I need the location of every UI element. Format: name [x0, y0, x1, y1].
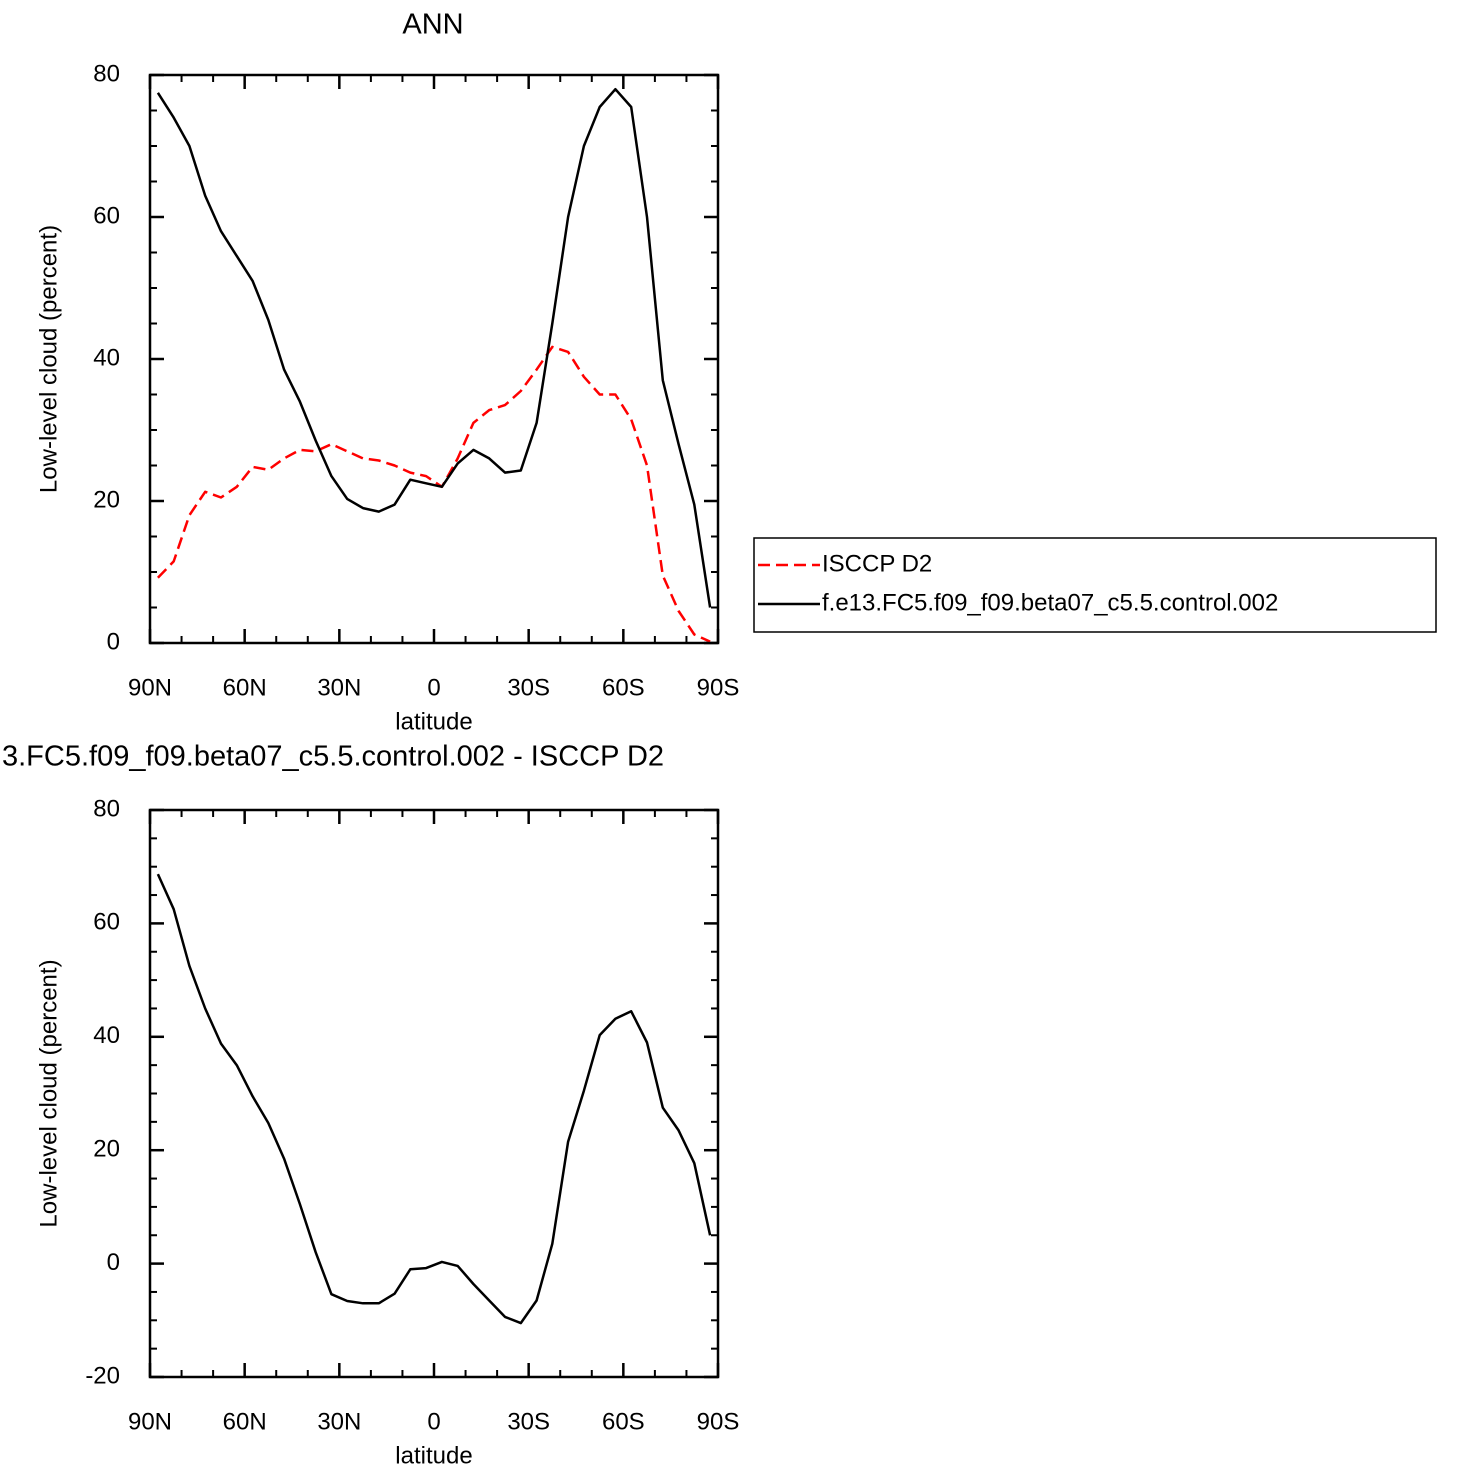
chart-title: ANN: [402, 9, 463, 41]
y-tick-label: 60: [93, 909, 120, 936]
x-tick-label: 30S: [507, 674, 550, 701]
x-tick-label: 90N: [128, 674, 172, 701]
series-line: [156, 87, 712, 608]
y-tick-label: 0: [107, 628, 120, 655]
x-axis-label: latitude: [395, 708, 472, 735]
x-tick-label: 30N: [317, 674, 361, 701]
x-tick-label: 60N: [223, 674, 267, 701]
x-tick-label: 90S: [697, 1408, 740, 1435]
series-line: [157, 345, 711, 643]
y-tick-label: 80: [93, 795, 120, 822]
y-tick-label: 60: [93, 202, 120, 229]
x-tick-label: 60S: [602, 1408, 645, 1435]
y-tick-label: 40: [93, 344, 120, 371]
x-tick-label: 0: [427, 674, 440, 701]
plot-frame: [148, 73, 720, 645]
y-axis-label: Low-level cloud (percent): [35, 225, 62, 493]
legend-label: ISCCP D2: [822, 550, 932, 577]
y-tick-label: 20: [93, 1136, 120, 1163]
chart-title: 3.FC5.f09_f09.beta07_c5.5.control.002 - …: [2, 741, 664, 773]
y-axis-label: Low-level cloud (percent): [35, 959, 62, 1227]
legend-box: [753, 537, 1437, 633]
x-tick-label: 0: [427, 1408, 440, 1435]
x-tick-label: 30S: [507, 1408, 550, 1435]
plot-frame: [148, 808, 720, 1379]
y-tick-label: 80: [93, 60, 120, 87]
x-tick-label: 90N: [128, 1408, 172, 1435]
x-tick-label: 60N: [223, 1408, 267, 1435]
x-tick-label: 30N: [317, 1408, 361, 1435]
x-tick-label: 90S: [697, 674, 740, 701]
series-line: [156, 873, 712, 1325]
y-tick-label: 40: [93, 1022, 120, 1049]
x-tick-label: 60S: [602, 674, 645, 701]
x-axis-label: latitude: [395, 1442, 472, 1469]
y-tick-label: 0: [107, 1249, 120, 1276]
legend-label: f.e13.FC5.f09_f09.beta07_c5.5.control.00…: [822, 589, 1278, 616]
y-tick-label: 20: [93, 486, 120, 513]
y-tick-label: -20: [85, 1362, 120, 1389]
